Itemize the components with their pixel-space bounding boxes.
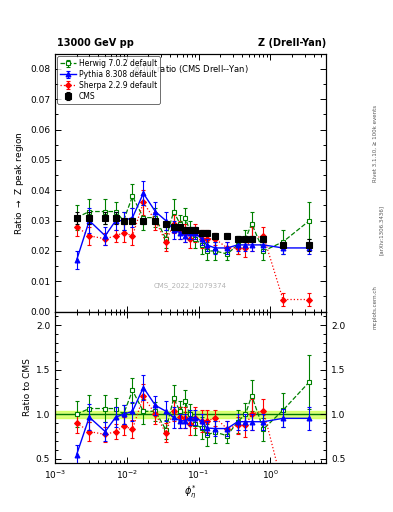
Y-axis label: Ratio $\to$ Z peak region: Ratio $\to$ Z peak region <box>13 131 26 234</box>
Text: CMS_2022_I2079374: CMS_2022_I2079374 <box>154 283 227 289</box>
Text: [arXiv:1306.3436]: [arXiv:1306.3436] <box>379 205 384 255</box>
Text: mcplots.cern.ch: mcplots.cern.ch <box>373 285 378 329</box>
Text: Rivet 3.1.10, ≥ 100k events: Rivet 3.1.10, ≥ 100k events <box>373 105 378 182</box>
Text: 13000 GeV pp: 13000 GeV pp <box>57 38 134 48</box>
Bar <box>55 411 326 418</box>
Text: Z (Drell-Yan): Z (Drell-Yan) <box>258 38 326 48</box>
X-axis label: $\phi^{*}_{\eta}$: $\phi^{*}_{\eta}$ <box>184 483 197 501</box>
Text: $\dot{\phi}^{*}_{\eta}$(ll) ratio (CMS Drell--Yan): $\dot{\phi}^{*}_{\eta}$(ll) ratio (CMS D… <box>133 61 248 78</box>
Legend: Herwig 7.0.2 default, Pythia 8.308 default, Sherpa 2.2.9 default, CMS: Herwig 7.0.2 default, Pythia 8.308 defau… <box>57 56 160 104</box>
Y-axis label: Ratio to CMS: Ratio to CMS <box>23 358 31 416</box>
